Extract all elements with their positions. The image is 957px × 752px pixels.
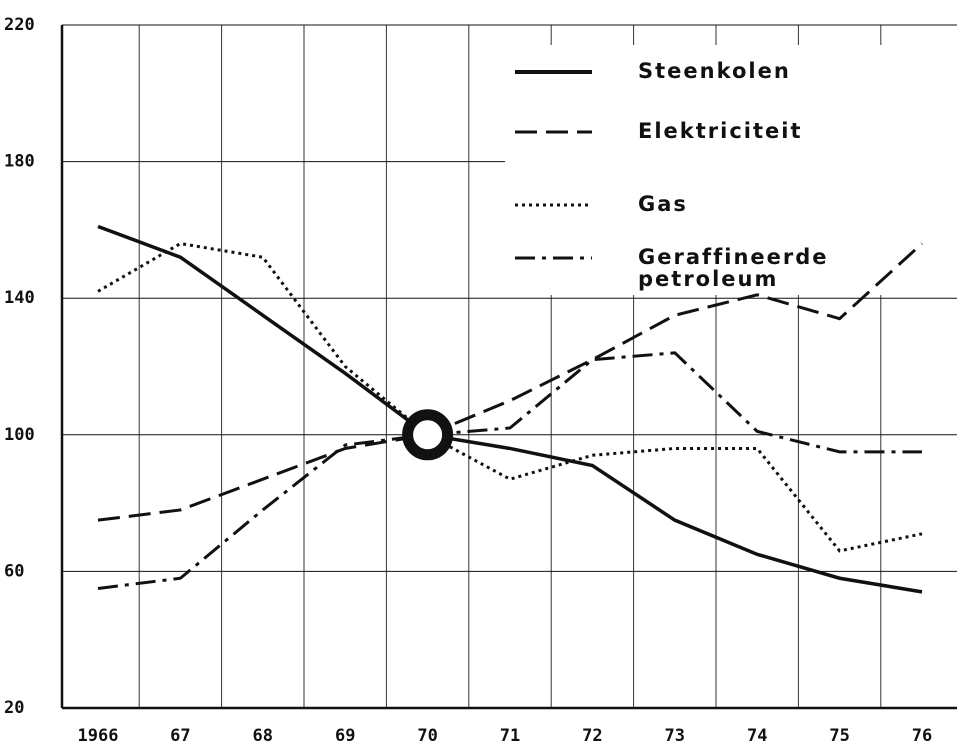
series-line: [97, 351, 922, 590]
legend-label: Elektriciteit: [638, 119, 803, 143]
series-line: [97, 224, 923, 594]
y-tick-label: 100: [4, 425, 35, 445]
x-tick-label: 76: [912, 726, 932, 746]
series-line: [97, 242, 924, 522]
x-tick-label: 74: [747, 726, 767, 746]
base-ring: [402, 409, 454, 461]
legend-label: Gas: [638, 192, 688, 216]
y-tick-label: 220: [4, 15, 35, 35]
legend-label: Geraffineerde petroleum: [638, 245, 829, 291]
y-tick-label: 20: [4, 698, 24, 718]
x-tick-label: 1966: [78, 726, 119, 746]
x-tick-label: 70: [417, 726, 437, 746]
x-tick-label: 67: [170, 726, 190, 746]
y-tick-label: 140: [4, 288, 35, 308]
legend-label: Steenkolen: [638, 59, 791, 83]
x-tick-label: 71: [500, 726, 520, 746]
legend-box: [505, 45, 957, 295]
y-tick-label: 180: [4, 152, 35, 172]
x-tick-label: 68: [253, 726, 273, 746]
x-tick-label: 73: [665, 726, 685, 746]
y-tick-label: 60: [4, 561, 24, 581]
x-tick-label: 69: [335, 726, 355, 746]
x-tick-label: 75: [829, 726, 849, 746]
x-tick-label: 72: [582, 726, 602, 746]
